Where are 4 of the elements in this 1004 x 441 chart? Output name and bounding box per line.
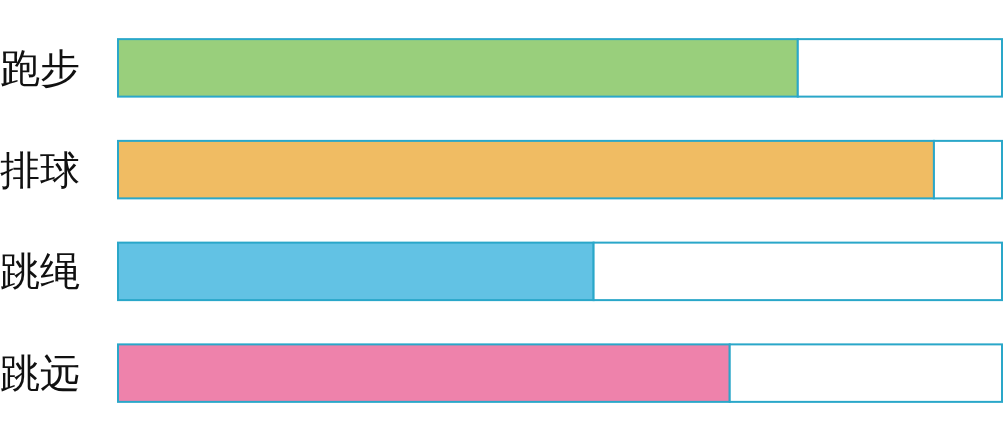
y-tick-label: 跳绳 [0, 248, 80, 295]
y-tick-label: 跳远 [0, 350, 80, 397]
y-tick-label: 跑步 [0, 44, 80, 91]
y-tick-label: 排球 [0, 146, 80, 193]
